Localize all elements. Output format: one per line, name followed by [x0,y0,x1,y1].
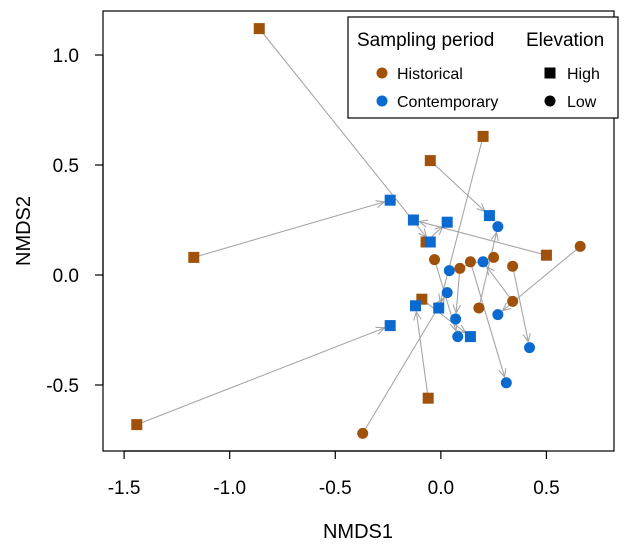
legend-box [347,16,619,119]
contemporary-high-point [483,210,495,222]
x-tick-label: -0.5 [319,478,352,499]
shift-arrow [469,261,506,378]
legend-contemporary-marker [376,95,388,107]
historical-low-point [507,295,519,307]
historical-high-point [416,293,428,305]
legend-contemporary-label: Contemporary [397,94,498,111]
historical-low-point [454,262,466,274]
historical-low-point [507,260,519,272]
x-tick-label: 0.0 [428,478,454,499]
point-layer [131,23,586,439]
arrow-head [490,231,499,242]
legend-historical-marker [376,67,388,79]
arrow-head [485,265,495,276]
arrow-head [417,219,429,228]
historical-low-point [574,240,586,252]
contemporary-high-point [410,300,422,312]
contemporary-low-point [500,377,512,389]
legend: Sampling period Elevation Historical Con… [347,16,619,119]
shift-arrow [455,268,461,314]
y-tick-label: 0.5 [53,156,79,177]
contemporary-low-point [477,256,489,268]
arrow-head [375,200,386,209]
x-axis-title: NMDS1 [323,521,393,543]
legend-period-title: Sampling period [357,30,494,51]
historical-high-point [424,155,436,167]
historical-high-point [253,23,265,35]
legend-elevation-title: Elevation [526,30,604,51]
legend-low-label: Low [567,94,597,111]
y-axis-title: NMDS2 [13,196,35,266]
x-tick-label: -1.5 [108,478,141,499]
legend-historical-label: Historical [397,66,463,83]
contemporary-high-point [424,236,436,248]
contemporary-low-point [492,309,504,321]
contemporary-high-point [384,194,396,206]
contemporary-low-point [452,331,464,343]
contemporary-low-point [524,342,536,354]
legend-high-label: High [567,66,600,83]
y-tick-label: 1.0 [53,46,79,67]
historical-high-point [477,130,489,142]
historical-low-point [473,302,485,314]
historical-high-point [131,419,143,431]
shift-arrow [421,298,466,334]
contemporary-low-point [492,221,504,233]
arrow-head [498,368,507,379]
shift-arrow [429,160,486,212]
legend-high-marker [544,67,556,79]
shift-arrow [193,201,385,258]
historical-high-point [422,392,434,404]
historical-high-point [188,251,200,263]
x-axis: -1.5 -1.0 -0.5 0.0 0.5 [108,450,560,499]
x-tick-label: -1.0 [213,478,246,499]
arrow-head [452,304,461,315]
historical-low-point [464,256,476,268]
shift-arrow [486,266,514,302]
shift-arrow [258,28,427,238]
x-tick-label: 0.5 [533,478,559,499]
contemporary-high-point [407,214,419,226]
historical-high-point [540,249,552,261]
contemporary-high-point [384,320,396,332]
arrow-head [501,302,512,312]
y-tick-label: 0.0 [53,266,79,287]
contemporary-high-point [464,331,476,343]
contemporary-low-point [443,265,455,277]
historical-low-point [429,254,441,266]
shift-arrow [362,297,445,434]
historical-low-point [357,427,369,439]
shift-arrow [419,221,547,256]
historical-low-point [488,251,500,263]
arrow-head [413,310,422,321]
y-axis: -0.5 0.0 0.5 1.0 [46,46,104,397]
arrow-head [522,332,531,344]
contemporary-high-point [433,302,445,314]
contemporary-high-point [441,216,453,228]
shift-arrow [415,311,429,399]
arrow-head [375,326,386,335]
shift-arrow [136,327,385,426]
arrow-head [449,321,458,333]
contemporary-low-point [450,313,462,325]
contemporary-low-point [441,287,453,299]
shift-arrow [512,266,529,342]
y-tick-label: -0.5 [46,376,79,397]
legend-low-marker [544,95,556,107]
